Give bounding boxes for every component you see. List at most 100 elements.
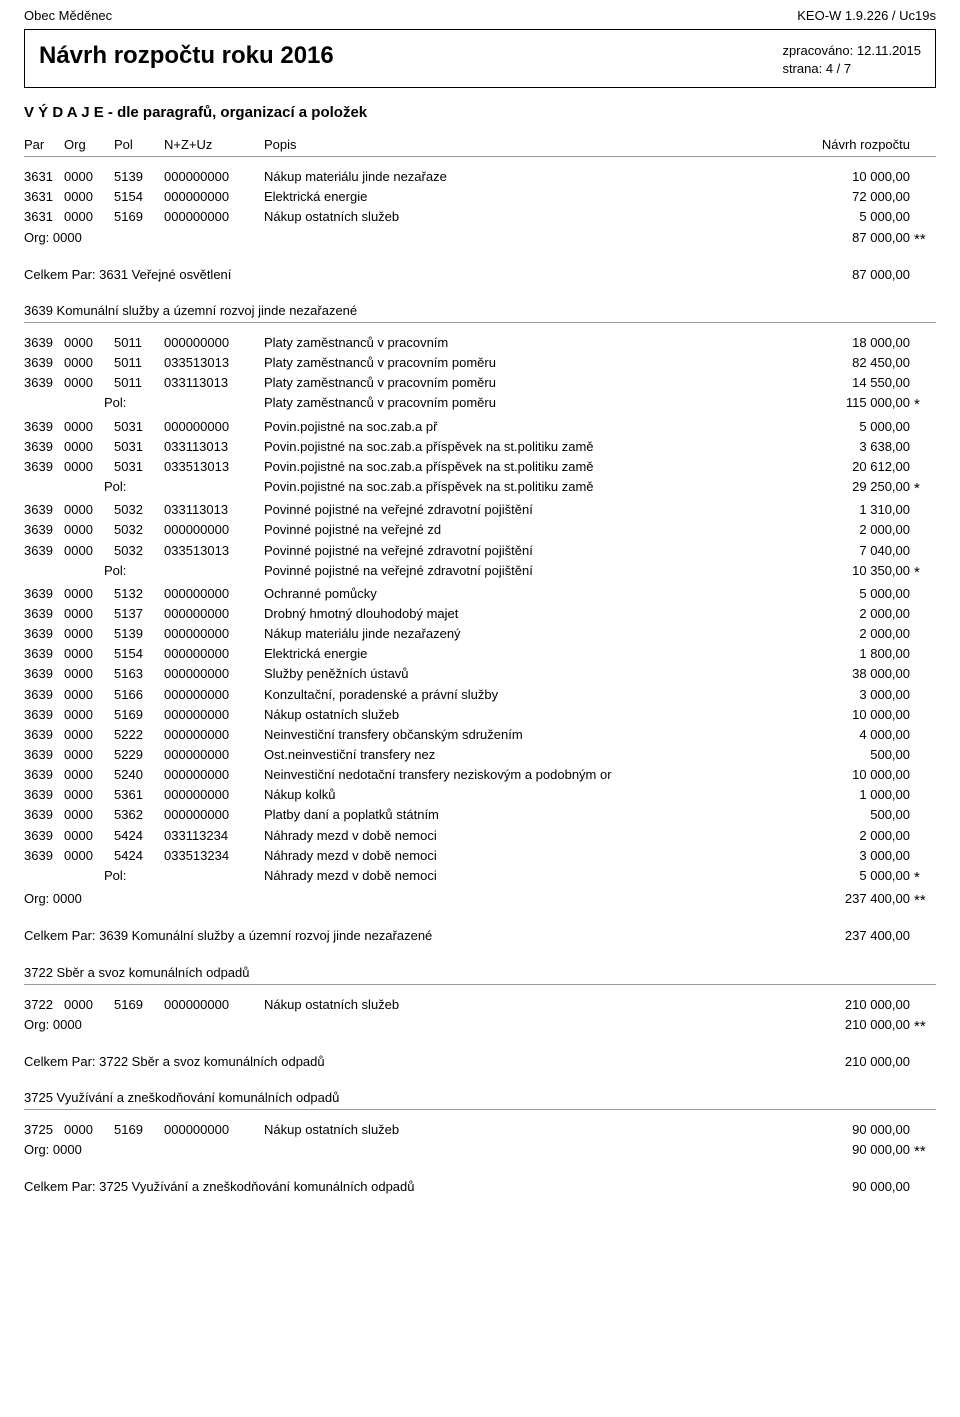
table-row: 363900005011033513013Platy zaměstnanců v… <box>24 353 936 373</box>
col-par: Par <box>24 137 64 152</box>
table-row: 363900005132000000000Ochranné pomůcky5 0… <box>24 584 936 604</box>
cell-org: 0000 <box>64 725 114 745</box>
org-value: 237 400,00 <box>780 889 910 912</box>
org-value: 210 000,00 <box>780 1015 910 1038</box>
cell-pol: 5031 <box>114 457 164 477</box>
pol-subtotal-row: Pol:Platy zaměstnanců v pracovním poměru… <box>24 393 936 416</box>
page: Obec Měděnec KEO-W 1.9.226 / Uc19s Návrh… <box>0 0 960 1226</box>
cell-popis: Povinné pojistné na veřejné zdravotní po… <box>264 500 780 520</box>
table-row: 363900005424033113234Náhrady mezd v době… <box>24 826 936 846</box>
processed-date: 12.11.2015 <box>857 43 921 58</box>
cell-par: 3639 <box>24 785 64 805</box>
cell-pol: 5154 <box>114 644 164 664</box>
cell-popis: Náhrady mezd v době nemoci <box>264 846 780 866</box>
org-star: ** <box>910 228 936 251</box>
cell-pol: 5424 <box>114 826 164 846</box>
cell-value: 5 000,00 <box>780 207 910 227</box>
total-value: 90 000,00 <box>780 1177 910 1197</box>
cell-par: 3639 <box>24 520 64 540</box>
cell-popis: Neinvestiční transfery občanským sdružen… <box>264 725 780 745</box>
cell-org: 0000 <box>64 1120 114 1140</box>
cell-popis: Nákup ostatních služeb <box>264 1120 780 1140</box>
table-row: 363100005169000000000Nákup ostatních slu… <box>24 207 936 227</box>
cell-org: 0000 <box>64 500 114 520</box>
cell-star <box>910 541 936 561</box>
cell-nzuz: 033513013 <box>164 353 264 373</box>
cell-pol: 5361 <box>114 785 164 805</box>
pol-label: Pol: <box>24 477 264 500</box>
org-line: Org: 0000 237 400,00 ** <box>24 889 936 912</box>
cell-par: 3639 <box>24 725 64 745</box>
table-row: 363900005031033113013Povin.pojistné na s… <box>24 437 936 457</box>
total-label: Celkem Par: 3722 Sběr a svoz komunálních… <box>24 1052 780 1072</box>
cell-nzuz: 033113013 <box>164 373 264 393</box>
cell-star <box>910 826 936 846</box>
cell-star <box>910 457 936 477</box>
total-row: Celkem Par: 3639 Komunální služby a územ… <box>24 926 936 946</box>
col-spacer <box>910 137 936 152</box>
pol-star: * <box>910 561 936 584</box>
cell-nzuz: 033513234 <box>164 846 264 866</box>
cell-par: 3639 <box>24 745 64 765</box>
cell-org: 0000 <box>64 685 114 705</box>
cell-star <box>910 846 936 866</box>
cell-org: 0000 <box>64 846 114 866</box>
cell-org: 0000 <box>64 437 114 457</box>
page-title: Návrh rozpočtu roku 2016 <box>39 42 334 70</box>
cell-star <box>910 167 936 187</box>
cell-star <box>910 725 936 745</box>
app-id: KEO-W 1.9.226 / Uc19s <box>797 8 936 23</box>
cell-star <box>910 187 936 207</box>
cell-org: 0000 <box>64 705 114 725</box>
cell-pol: 5163 <box>114 664 164 684</box>
cell-nzuz: 000000000 <box>164 785 264 805</box>
org-label: Org: 0000 <box>24 1140 264 1163</box>
cell-popis: Platy zaměstnanců v pracovním poměru <box>264 373 780 393</box>
cell-org: 0000 <box>64 644 114 664</box>
table-row: 363900005362000000000Platby daní a popla… <box>24 805 936 825</box>
cell-popis: Nákup ostatních služeb <box>264 705 780 725</box>
cell-nzuz: 000000000 <box>164 333 264 353</box>
cell-nzuz: 000000000 <box>164 187 264 207</box>
cell-par: 3639 <box>24 373 64 393</box>
cell-pol: 5031 <box>114 437 164 457</box>
cell-star <box>910 624 936 644</box>
cell-value: 20 612,00 <box>780 457 910 477</box>
cell-pol: 5137 <box>114 604 164 624</box>
cell-org: 0000 <box>64 745 114 765</box>
table-row: 363900005031033513013Povin.pojistné na s… <box>24 457 936 477</box>
block1-rows: 363100005139000000000Nákup materiálu jin… <box>24 167 936 227</box>
cell-value: 210 000,00 <box>780 995 910 1015</box>
cell-value: 14 550,00 <box>780 373 910 393</box>
pol-subtotal-row: Pol:Povinné pojistné na veřejné zdravotn… <box>24 561 936 584</box>
cell-pol: 5229 <box>114 745 164 765</box>
col-navrh: Návrh rozpočtu <box>780 137 910 152</box>
block4-rows: 372500005169000000000Nákup ostatních slu… <box>24 1120 936 1140</box>
cell-par: 3639 <box>24 437 64 457</box>
cell-nzuz: 000000000 <box>164 584 264 604</box>
cell-popis: Platy zaměstnanců v pracovním <box>264 333 780 353</box>
cell-popis: Elektrická energie <box>264 187 780 207</box>
cell-org: 0000 <box>64 785 114 805</box>
cell-nzuz: 033513013 <box>164 457 264 477</box>
pol-value: 29 250,00 <box>780 477 910 500</box>
cell-pol: 5154 <box>114 187 164 207</box>
table-row: 363100005139000000000Nákup materiálu jin… <box>24 167 936 187</box>
table-row: 363900005166000000000Konzultační, porade… <box>24 685 936 705</box>
cell-popis: Nákup materiálu jinde nezařazený <box>264 624 780 644</box>
cell-pol: 5139 <box>114 624 164 644</box>
cell-org: 0000 <box>64 826 114 846</box>
cell-star <box>910 765 936 785</box>
table-row: 363100005154000000000Elektrická energie7… <box>24 187 936 207</box>
cell-org: 0000 <box>64 604 114 624</box>
cell-par: 3639 <box>24 541 64 561</box>
cell-popis: Povinné pojistné na veřejné zdravotní po… <box>264 541 780 561</box>
cell-nzuz: 000000000 <box>164 745 264 765</box>
cell-org: 0000 <box>64 664 114 684</box>
cell-star <box>910 685 936 705</box>
section-divider <box>24 322 936 323</box>
cell-par: 3631 <box>24 167 64 187</box>
cell-par: 3639 <box>24 500 64 520</box>
cell-org: 0000 <box>64 520 114 540</box>
pol-subtotal-row: Pol:Povin.pojistné na soc.zab.a příspěve… <box>24 477 936 500</box>
